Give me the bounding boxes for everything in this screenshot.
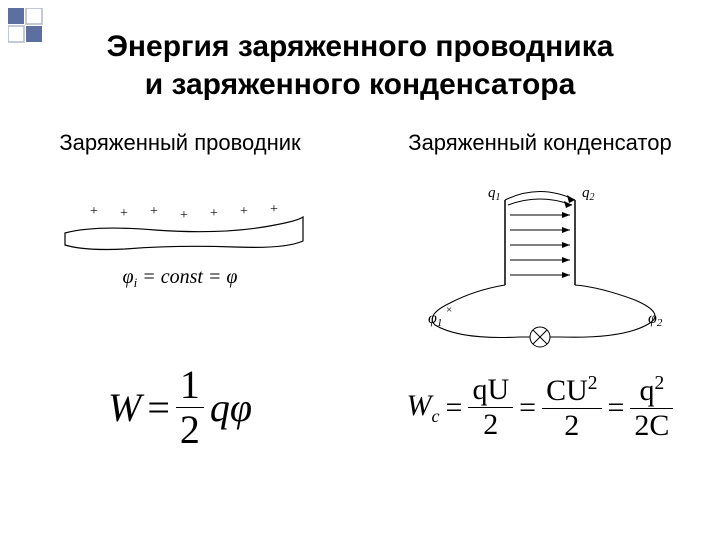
capacitor-svg: q1 q2 φ1 φ2 × <box>380 175 700 355</box>
eq-r-t3-num: q2 <box>636 374 669 406</box>
conductor-caption: φi = const = φ <box>123 266 238 290</box>
eq-r-lhs-sub: c <box>432 406 440 426</box>
svg-text:q2: q2 <box>582 185 595 203</box>
eq-r-t2-sup: 2 <box>588 373 598 394</box>
eq-r-t2-den: 2 <box>560 411 583 441</box>
eq-l-tail: qφ <box>210 384 252 431</box>
eq-l-frac: 1 2 <box>176 365 204 450</box>
eq-r-t3-sup: 2 <box>655 373 665 394</box>
eq-r-t1-num: qU <box>468 375 513 405</box>
eq-l-num: 1 <box>176 365 204 405</box>
eq-l-lhs: W <box>108 384 141 431</box>
eq-r-eq1: = <box>446 391 463 425</box>
svg-text:+: + <box>240 204 248 219</box>
eq-r-eq3: = <box>608 391 625 425</box>
svg-text:+: + <box>90 204 98 219</box>
eq-r-frac3: q2 2C <box>630 374 673 441</box>
eq-r-t3-base: q <box>640 374 655 407</box>
eq-r-frac2: CU2 2 <box>542 374 601 441</box>
conductor-svg: + + + + + + + φi = const = φ <box>35 175 325 315</box>
field-arrows <box>510 212 570 278</box>
eq-l-den: 2 <box>176 410 204 450</box>
plus-row: + + + + + + + <box>90 202 278 223</box>
svg-text:+: + <box>210 206 218 221</box>
figures-row: + + + + + + + φi = const = φ <box>0 175 720 355</box>
svg-text:+: + <box>270 202 278 217</box>
svg-text:+: + <box>120 206 128 221</box>
eq-r-t2-base: CU <box>546 374 588 407</box>
title-line2: и заряженного конденсатора <box>145 68 576 101</box>
eq-r-lhs-base: W <box>407 389 432 422</box>
eq-r-t1-den: 2 <box>479 410 502 440</box>
svg-text:×: × <box>446 304 452 316</box>
eq-r-eq2: = <box>519 391 536 425</box>
svg-text:+: + <box>150 204 158 219</box>
subheads-row: Заряженный проводник Заряженный конденса… <box>0 130 720 156</box>
eq-r-t2-num: CU2 <box>542 374 601 406</box>
left-equation: W = 1 2 qφ <box>0 365 360 450</box>
eq-r-frac1: qU 2 <box>468 375 513 440</box>
slide-title: Энергия заряженного проводника и заряжен… <box>0 28 720 103</box>
title-line1: Энергия заряженного проводника <box>107 30 614 63</box>
svg-text:q1: q1 <box>488 185 501 203</box>
eq-r-t3-den: 2C <box>630 411 673 441</box>
right-subhead: Заряженный конденсатор <box>360 130 720 156</box>
right-figure: q1 q2 φ1 φ2 × <box>360 175 720 355</box>
slide: Энергия заряженного проводника и заряжен… <box>0 0 720 540</box>
left-figure: + + + + + + + φi = const = φ <box>0 175 360 355</box>
eq-r-lhs: Wc <box>407 389 440 427</box>
left-subhead: Заряженный проводник <box>0 130 360 156</box>
right-equation: Wc = qU 2 = CU2 2 = <box>360 374 720 441</box>
equations-row: W = 1 2 qφ Wc = qU 2 <box>0 365 720 450</box>
svg-text:φ1: φ1 <box>428 310 442 329</box>
eq-l-eq: = <box>147 384 170 431</box>
svg-text:φ2: φ2 <box>648 310 663 329</box>
svg-text:+: + <box>180 208 188 223</box>
